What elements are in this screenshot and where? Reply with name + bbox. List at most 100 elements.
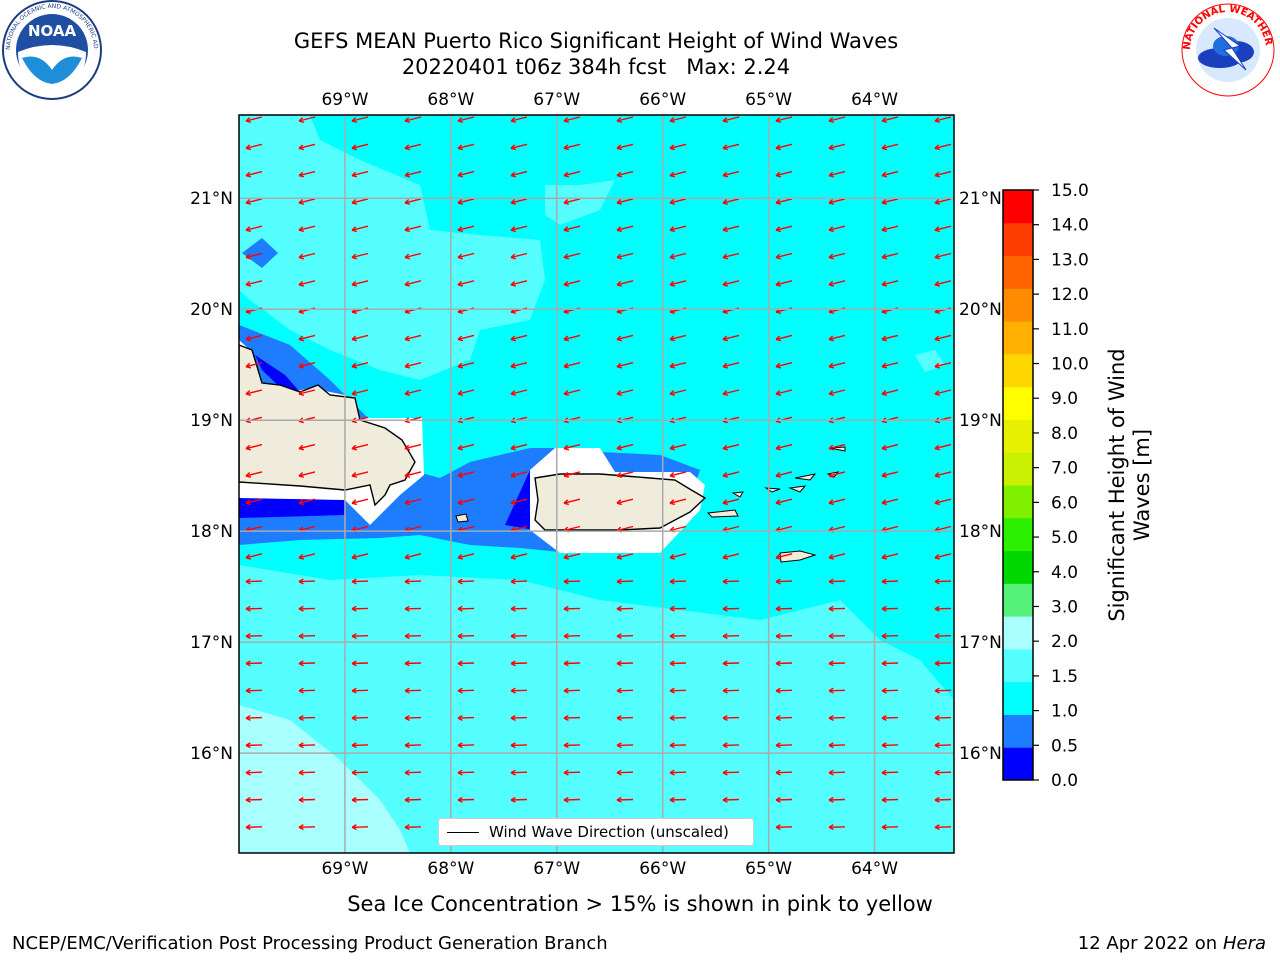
wave-direction-arrow (510, 225, 528, 233)
wave-direction-arrow (934, 362, 952, 369)
wave-direction-arrow (669, 796, 687, 803)
wave-direction-arrow (828, 769, 846, 776)
lon-label-bottom: 64°W (851, 859, 898, 879)
wave-direction-arrow (828, 143, 846, 151)
colorbar-tick-label: 6.0 (1051, 493, 1078, 513)
wave-direction-arrow (404, 633, 422, 640)
wave-direction-arrow (510, 198, 528, 205)
colorbar-segment (1003, 288, 1033, 322)
wave-direction-arrow (775, 116, 793, 123)
wave-direction-arrow (881, 714, 899, 721)
colorbar-tick-label: 5.0 (1051, 528, 1078, 548)
wave-direction-arrow (245, 116, 263, 123)
wave-direction-arrow (669, 389, 687, 396)
wave-direction-arrow (245, 498, 263, 506)
wave-direction-arrow (722, 280, 740, 287)
lon-label-top: 67°W (533, 90, 580, 110)
wave-direction-arrow (245, 225, 263, 233)
wave-direction-arrow (563, 605, 581, 612)
wave-direction-arrow (298, 143, 316, 151)
colorbar: 15.0 14.0 13.0 12.0 11.0 10.0 9.0 8.0 7.0 6.0 5.0 4… (1002, 181, 1089, 791)
wave-direction-arrow (351, 498, 369, 506)
wave-field-2.0-3.0 (239, 705, 410, 853)
wave-direction-arrow (616, 553, 634, 560)
wave-direction-arrow (775, 824, 793, 831)
gridlines (239, 115, 954, 853)
st-croix (779, 550, 817, 563)
wave-direction-arrow (298, 116, 316, 123)
wave-direction-arrow (351, 633, 369, 640)
wave-direction-arrow (563, 143, 581, 151)
wave-direction-arrow (404, 280, 422, 287)
wave-direction-arrow (934, 116, 952, 123)
wave-direction-arrow (775, 578, 793, 585)
wave-direction-arrow (245, 334, 263, 342)
wave-direction-arrow (669, 687, 687, 694)
wave-direction-arrow (298, 498, 316, 506)
colorbar-segment (1003, 386, 1033, 420)
wave-direction-arrow (404, 769, 422, 776)
wave-direction-arrow (351, 143, 369, 151)
wave-direction-arrow (298, 769, 316, 776)
wave-direction-arrow (457, 471, 475, 478)
wave-direction-arrow (563, 198, 581, 205)
wave-direction-arrow (616, 280, 634, 287)
wave-direction-arrow (510, 334, 528, 342)
wave-direction-arrow (775, 714, 793, 721)
wave-direction-arrow (934, 605, 952, 612)
wave-direction-arrow (245, 824, 263, 831)
lat-label-right: 21°N (959, 189, 1002, 209)
wave-direction-arrow (828, 714, 846, 721)
colorbar-segment (1003, 616, 1033, 650)
wave-direction-arrow (404, 553, 422, 560)
wave-direction-arrow (457, 443, 475, 451)
wave-direction-arrow (245, 252, 263, 260)
wave-direction-arrow (934, 498, 952, 506)
wave-direction-arrow (722, 362, 740, 369)
wave-direction-arrow (775, 143, 793, 151)
wave-direction-arrow (722, 796, 740, 803)
colorbar-segment (1003, 714, 1033, 748)
wave-direction-arrow (934, 471, 952, 478)
nws-logo: NATIONAL WEATHER SERVICE (1176, 0, 1275, 97)
wave-direction-arrow (828, 443, 846, 451)
wave-direction-arrow (404, 742, 422, 749)
wave-direction-arrow (616, 714, 634, 721)
colorbar-segment (1003, 517, 1033, 552)
wave-direction-arrow (404, 578, 422, 585)
lon-label-bottom: 68°W (427, 859, 474, 879)
wave-direction-arrow (669, 633, 687, 640)
wave-direction-arrow (722, 143, 740, 151)
wave-direction-arrow (298, 252, 316, 260)
wave-direction-arrow (510, 578, 528, 585)
date-text: 12 Apr 2022 on Hera (1078, 933, 1266, 954)
colorbar-tick-label: 7.0 (1051, 459, 1078, 479)
wave-direction-arrow (563, 362, 581, 369)
wave-direction-arrow (510, 280, 528, 287)
wave-direction-arrow (669, 170, 687, 178)
wave-direction-arrow (457, 714, 475, 721)
colorbar-tick-label: 1.5 (1051, 667, 1078, 687)
wave-direction-arrow (298, 198, 316, 205)
wave-direction-arrow (775, 252, 793, 260)
wave-direction-arrow (563, 498, 581, 506)
wave-direction-arrow (404, 714, 422, 721)
colorbar-segment (1003, 353, 1033, 388)
wave-direction-arrow (828, 225, 846, 233)
wave-direction-arrow (298, 170, 316, 178)
colorbar-tick-label: 9.0 (1051, 389, 1078, 409)
wave-direction-arrow (722, 605, 740, 612)
wave-direction-arrow (404, 389, 422, 396)
wave-direction-arrow (351, 225, 369, 233)
wave-direction-arrow (298, 578, 316, 585)
wave-direction-arrow (616, 471, 634, 478)
wave-direction-arrow (722, 687, 740, 694)
map-frame (238, 114, 955, 854)
wave-direction-arrow (245, 471, 263, 478)
lat-label-left: 16°N (190, 744, 233, 764)
wave-direction-arrow (722, 252, 740, 260)
wave-direction-arrow (881, 225, 899, 233)
wave-direction-arrow (510, 143, 528, 151)
colorbar-segment (1003, 747, 1033, 781)
wave-direction-arrow (881, 443, 899, 451)
